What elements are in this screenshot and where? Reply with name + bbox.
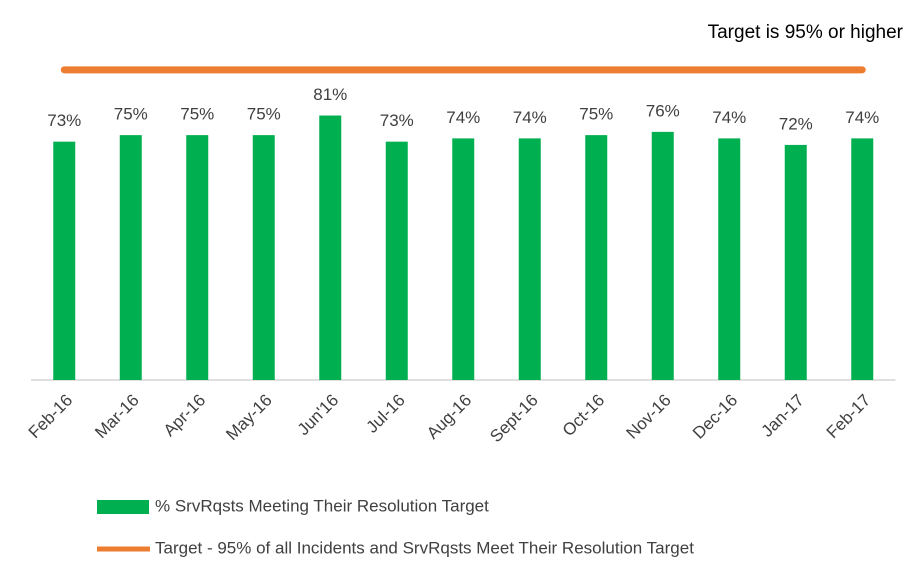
data-label: 74% — [446, 108, 480, 127]
x-tick-label: Feb-17 — [823, 391, 875, 443]
legend-swatch — [97, 500, 149, 514]
x-tick-label: Sept-16 — [486, 391, 542, 447]
data-label: 75% — [579, 105, 613, 124]
data-label: 73% — [380, 111, 414, 130]
x-tick-label: Jan-17 — [758, 391, 808, 441]
x-tick-label: Jul-16 — [363, 391, 409, 437]
bar — [851, 138, 874, 380]
bar — [186, 135, 209, 380]
data-label: 76% — [646, 101, 680, 120]
bar — [53, 141, 76, 380]
legend-label: Target - 95% of all Incidents and SrvRqs… — [155, 538, 694, 557]
bar — [319, 115, 342, 380]
data-label: 81% — [313, 85, 347, 104]
data-label: 74% — [712, 108, 746, 127]
x-tick-label: Feb-16 — [25, 391, 77, 443]
data-label: 75% — [247, 105, 281, 124]
x-tick-label: Mar-16 — [91, 391, 143, 443]
data-label: 75% — [180, 105, 214, 124]
x-tick-label: Apr-16 — [160, 391, 210, 441]
x-tick-label: Aug-16 — [423, 391, 475, 443]
data-label: 74% — [845, 108, 879, 127]
x-tick-label: Dec-16 — [689, 391, 741, 443]
bar — [385, 141, 408, 380]
data-label: 75% — [114, 105, 148, 124]
data-label: 74% — [513, 108, 547, 127]
bar — [452, 138, 475, 380]
bar — [651, 131, 674, 380]
bar — [585, 135, 608, 380]
legend-label: % SrvRqsts Meeting Their Resolution Targ… — [155, 496, 489, 515]
bar — [252, 135, 275, 380]
annotation: Target is 95% or higher — [708, 22, 904, 43]
bar — [718, 138, 741, 380]
x-tick-label: May-16 — [222, 391, 276, 445]
bar — [518, 138, 541, 380]
x-tick-label: Oct-16 — [559, 391, 609, 441]
x-tick-label: Nov-16 — [623, 391, 675, 443]
bar — [784, 144, 807, 380]
data-label: 72% — [779, 114, 813, 133]
x-tick-label: Jun'16 — [294, 391, 342, 439]
bar — [119, 135, 142, 380]
data-label: 73% — [47, 111, 81, 130]
